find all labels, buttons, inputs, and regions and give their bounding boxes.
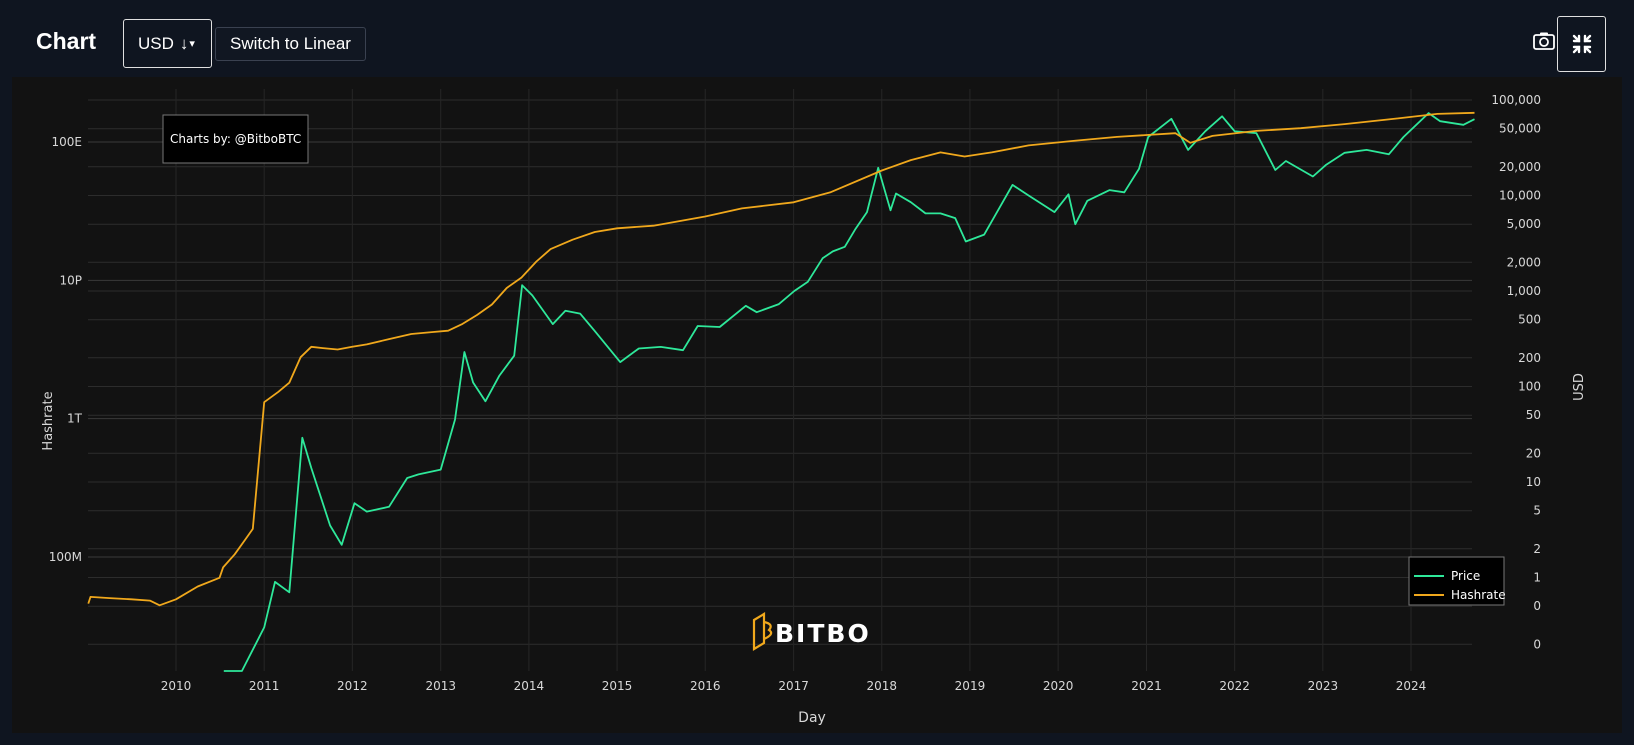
- y-right-tick-label: 1: [1533, 571, 1541, 585]
- y-right-tick-label: 0: [1533, 599, 1541, 613]
- y-right-tick-label: 100,000: [1491, 93, 1541, 107]
- annotation-box: Charts by: @BitboBTC: [162, 114, 309, 164]
- y-right-tick-label: 5,000: [1507, 217, 1541, 231]
- y-right-tick-label: 20: [1526, 446, 1541, 460]
- switch-scale-button[interactable]: Switch to Linear: [215, 27, 366, 61]
- currency-select[interactable]: USD ↓ ▾: [123, 19, 212, 68]
- annotation-text: Charts by: @BitboBTC: [170, 132, 301, 146]
- y-left-tick-label: 1T: [67, 412, 83, 426]
- y-right-tick-label: 5: [1533, 504, 1541, 518]
- y-right-tick-label: 2,000: [1507, 255, 1541, 269]
- y-right-tick-label: 500: [1518, 313, 1541, 327]
- x-tick-label: 2011: [249, 679, 280, 693]
- y-left-axis-title: Hashrate: [41, 391, 56, 450]
- x-tick-label: 2012: [337, 679, 368, 693]
- y-right-tick-labels: 100,000 50,000 20,000 10,000 5,000 2,000 1,000…: [1491, 93, 1541, 651]
- x-tick-label: 2019: [955, 679, 986, 693]
- price-series-line: [223, 112, 1475, 672]
- x-tick-label: 2024: [1396, 679, 1427, 693]
- y-right-tick-label: 200: [1518, 351, 1541, 365]
- horizontal-grid: [88, 99, 1472, 645]
- watermark-text: BITBO: [775, 619, 871, 648]
- legend-label: Hashrate: [1451, 588, 1506, 602]
- x-tick-label: 2018: [867, 679, 898, 693]
- camera-icon[interactable]: [1533, 29, 1555, 53]
- bitbo-mark-icon: [752, 612, 773, 651]
- x-tick-label: 2010: [161, 679, 192, 693]
- y-right-tick-label: 2: [1533, 542, 1541, 556]
- y-right-tick-label: 50,000: [1499, 122, 1541, 136]
- chart-panel: 100E 10P 1T 100M 100,000 50,000 20,000 10,000 5…: [12, 77, 1622, 733]
- fullscreen-button[interactable]: [1557, 16, 1606, 72]
- x-tick-label: 2023: [1308, 679, 1339, 693]
- sort-down-arrow-icon: ↓: [179, 33, 189, 53]
- currency-label: USD: [138, 33, 174, 53]
- vertical-grid: [175, 89, 1412, 671]
- y-right-tick-label: 50: [1526, 408, 1541, 422]
- legend-label: Price: [1451, 569, 1480, 583]
- chevron-down-icon: ▾: [189, 38, 195, 50]
- y-right-tick-label: 100: [1518, 380, 1541, 394]
- y-left-tick-label: 100E: [52, 135, 83, 149]
- y-right-tick-label: 20,000: [1499, 160, 1541, 174]
- y-right-tick-label: 10: [1526, 475, 1541, 489]
- x-tick-label: 2013: [425, 679, 456, 693]
- y-right-axis-title: USD: [1572, 373, 1587, 401]
- y-right-tick-label: 1,000: [1507, 284, 1541, 298]
- collapse-icon: [1572, 34, 1591, 54]
- x-tick-labels: 2010 2011 2012 2013 2014 2015 2016 2017 2018 2019…: [161, 679, 1427, 693]
- hashrate-series-line: [87, 111, 1475, 607]
- y-left-tick-labels: 100E 10P 1T 100M: [49, 135, 83, 564]
- x-tick-label: 2022: [1219, 679, 1250, 693]
- x-tick-label: 2020: [1043, 679, 1074, 693]
- x-tick-label: 2021: [1131, 679, 1162, 693]
- chart-svg: 100E 10P 1T 100M 100,000 50,000 20,000 10,000 5…: [41, 89, 1587, 726]
- bitbo-logo: BITBO: [752, 612, 871, 651]
- series-lines: [87, 111, 1475, 672]
- x-tick-label: 2014: [514, 679, 545, 693]
- x-tick-label: 2015: [602, 679, 633, 693]
- x-axis-title: Day: [798, 710, 826, 726]
- x-tick-label: 2017: [778, 679, 809, 693]
- legend: Price Hashrate: [1408, 556, 1506, 606]
- y-right-tick-label: 10,000: [1499, 189, 1541, 203]
- page-title: Chart: [36, 28, 97, 54]
- y-left-tick-label: 10P: [59, 273, 82, 287]
- y-right-tick-label: 0: [1533, 637, 1541, 651]
- x-tick-label: 2016: [690, 679, 721, 693]
- y-left-tick-label: 100M: [49, 550, 82, 564]
